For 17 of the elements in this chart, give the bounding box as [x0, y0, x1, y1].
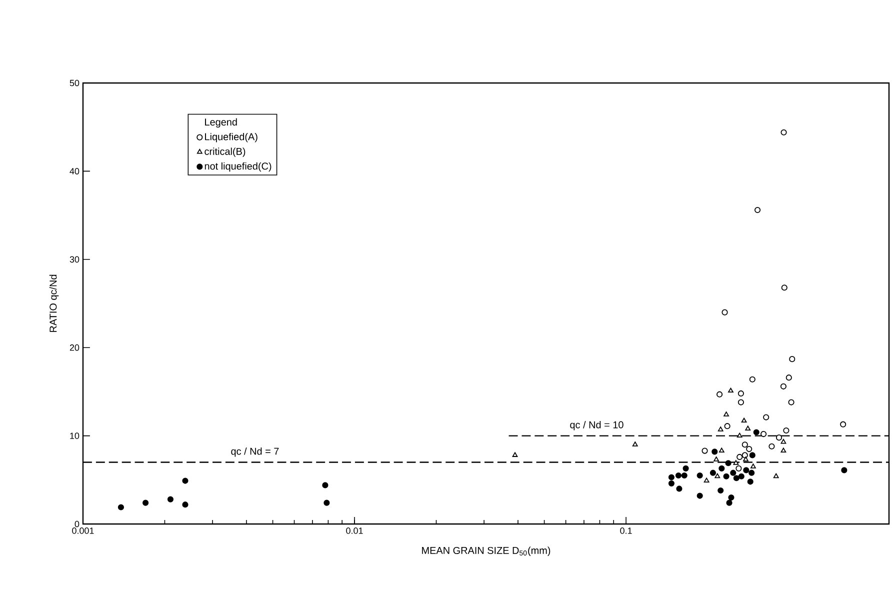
- y-tick-label: 10: [70, 432, 80, 439]
- y-tick-label: 50: [70, 80, 80, 86]
- annotation: qc / Nd = 10: [570, 421, 624, 430]
- y-tick-label: 30: [70, 256, 80, 263]
- legend-label: Liquefied(A): [205, 132, 258, 142]
- legend-title: Legend: [205, 118, 237, 128]
- y-tick-label: 40: [70, 168, 80, 174]
- legend-label: critical(B): [204, 148, 246, 157]
- y-tick-label: 20: [70, 344, 80, 351]
- x-tick-label: 0.1: [620, 528, 632, 534]
- legend-label: not liquefied(C): [204, 162, 272, 172]
- y-axis-title: RATIO qc/Nd: [49, 274, 59, 332]
- x-axis-title: MEAN GRAIN SIZE D$_{50}$(mm): [422, 546, 550, 556]
- annotation: qc / Nd = 7: [231, 447, 279, 457]
- y-tick-label: 0: [74, 520, 80, 528]
- x-tick-label: 0.01: [346, 528, 363, 534]
- x-tick-label: 0.001: [72, 528, 94, 534]
